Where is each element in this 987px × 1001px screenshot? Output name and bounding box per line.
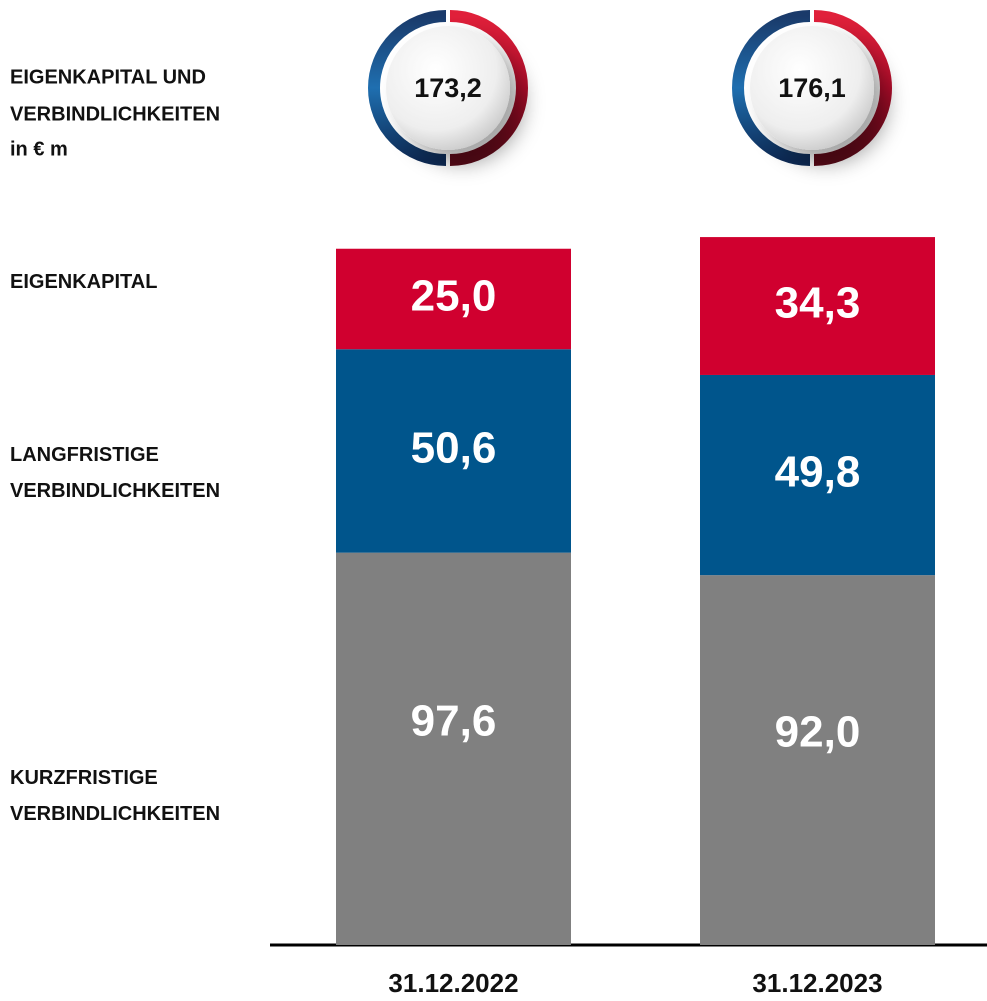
chart-title: VERBINDLICHKEITEN <box>10 103 220 125</box>
total-badge: 173,2 <box>368 10 528 166</box>
total-label: 176,1 <box>778 73 846 103</box>
ring-red <box>813 10 892 166</box>
value-label: 92,0 <box>775 708 861 757</box>
badge-face <box>386 26 510 150</box>
bar-segment <box>700 237 935 375</box>
x-tick-label: 31.12.2023 <box>752 968 882 998</box>
x-tick-label: 31.12.2022 <box>388 968 518 998</box>
bar-segment <box>700 374 935 576</box>
value-label: 97,6 <box>411 696 497 745</box>
bar-segment <box>336 248 571 350</box>
value-label: 34,3 <box>775 279 861 328</box>
series-label: KURZFRISTIGE VERBINDLICHKEITEN <box>10 767 221 825</box>
total-label: 173,2 <box>414 73 482 103</box>
bar-segment <box>336 552 571 945</box>
ring-blue <box>732 10 811 166</box>
total-badge: 176,1 <box>732 10 892 166</box>
bar-segment <box>336 349 571 553</box>
ring-blue <box>368 10 447 166</box>
chart-title: in € m <box>10 138 68 160</box>
value-label: 49,8 <box>775 448 861 497</box>
series-label: EIGENKAPITAL <box>10 271 158 293</box>
value-label: 50,6 <box>411 424 497 473</box>
value-label: 25,0 <box>411 272 497 321</box>
chart-title: EIGENKAPITAL UND <box>10 66 206 88</box>
series-label: LANGFRISTIGE VERBINDLICHKEITEN <box>10 444 221 502</box>
ring-red <box>449 10 528 166</box>
badge-face <box>750 26 874 150</box>
bar-segment <box>700 575 935 945</box>
